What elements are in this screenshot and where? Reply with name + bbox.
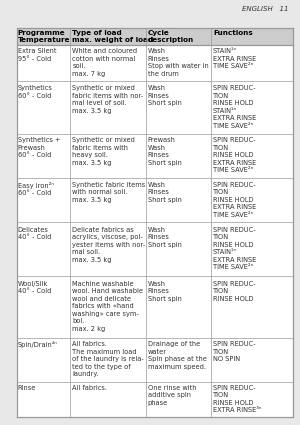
Text: SPIN REDUC-
TION
RINSE HOLD
EXTRA RINSE³ⁿ: SPIN REDUC- TION RINSE HOLD EXTRA RINSE³…: [213, 385, 262, 413]
Text: SPIN REDUC-
TION
RINSE HOLD
EXTRA RINSE
TIME SAVE²ⁿ: SPIN REDUC- TION RINSE HOLD EXTRA RINSE …: [213, 137, 256, 173]
Bar: [16, 222, 292, 276]
Text: Rinse: Rinse: [18, 385, 36, 391]
Text: Wash
Rinses
Short spin: Wash Rinses Short spin: [148, 85, 182, 106]
Text: All fabrics.
The maximum load
of the laundry is rela-
ted to the type of
laundry: All fabrics. The maximum load of the lau…: [72, 341, 144, 377]
Text: Synthetic fabric items
with normal soil.
max. 3.5 kg: Synthetic fabric items with normal soil.…: [72, 182, 146, 203]
Text: All fabrics.: All fabrics.: [72, 385, 107, 391]
Bar: [16, 28, 292, 45]
Text: Spin/Drain⁴ⁿ: Spin/Drain⁴ⁿ: [18, 341, 58, 348]
Text: Type of load
max. weight of load: Type of load max. weight of load: [72, 30, 153, 43]
Bar: [16, 81, 292, 134]
Text: Delicate fabrics as
acrylics, viscose, pol-
yester items with nor-
mal soil.
max: Delicate fabrics as acrylics, viscose, p…: [72, 227, 146, 263]
Text: ENGLISH   11: ENGLISH 11: [242, 6, 288, 12]
Text: Wash
Rinses
Stop with water in
the drum: Wash Rinses Stop with water in the drum: [148, 48, 208, 76]
Text: Functions: Functions: [213, 30, 253, 36]
Text: Wash
Rinses
Short spin: Wash Rinses Short spin: [148, 227, 182, 248]
Text: Synthetic or mixed
fabric items with
heavy soil.
max. 3.5 kg: Synthetic or mixed fabric items with hea…: [72, 137, 135, 166]
Text: Programme
Temperature: Programme Temperature: [18, 30, 70, 43]
Text: Delicates
40° - Cold: Delicates 40° - Cold: [18, 227, 51, 240]
Text: Cycle
description: Cycle description: [148, 30, 194, 43]
Text: Prewash
Wash
Rinses
Short spin: Prewash Wash Rinses Short spin: [148, 137, 182, 166]
Text: SPIN REDUC-
TION
NO SPIN: SPIN REDUC- TION NO SPIN: [213, 341, 256, 362]
Text: SPIN REDUC-
TION
RINSE HOLD
STAIN¹ⁿ
EXTRA RINSE
TIME SAVE²ⁿ: SPIN REDUC- TION RINSE HOLD STAIN¹ⁿ EXTR…: [213, 85, 256, 128]
Text: Machine washable
wool. Hand washable
wool and delicate
fabrics with «hand
washin: Machine washable wool. Hand washable woo…: [72, 280, 143, 332]
Bar: [16, 134, 292, 178]
Text: Wash
Rinses
Short spin: Wash Rinses Short spin: [148, 280, 182, 302]
Text: Easy iron²ⁿ
60° - Cold: Easy iron²ⁿ 60° - Cold: [18, 182, 54, 196]
Text: Synthetics +
Prewash
60° - Cold: Synthetics + Prewash 60° - Cold: [18, 137, 60, 159]
Bar: [16, 45, 292, 81]
Bar: [16, 337, 292, 382]
Text: STAIN¹ⁿ
EXTRA RINSE
TIME SAVE²ⁿ: STAIN¹ⁿ EXTRA RINSE TIME SAVE²ⁿ: [213, 48, 256, 69]
Text: SPIN REDUC-
TION
RINSE HOLD: SPIN REDUC- TION RINSE HOLD: [213, 280, 256, 302]
Text: Wash
Rinses
Short spin: Wash Rinses Short spin: [148, 182, 182, 203]
Text: White and coloured
cotton with normal
soil.
max. 7 kg: White and coloured cotton with normal so…: [72, 48, 137, 76]
Text: Wool/Silk
40° - Cold: Wool/Silk 40° - Cold: [18, 280, 51, 294]
Text: Synthetic or mixed
fabric items with nor-
mal level of soil.
max. 3.5 kg: Synthetic or mixed fabric items with nor…: [72, 85, 143, 113]
Text: One rinse with
additive spin
phase: One rinse with additive spin phase: [148, 385, 196, 406]
Bar: [16, 382, 292, 417]
Text: Extra Silent
95° - Cold: Extra Silent 95° - Cold: [18, 48, 56, 62]
Bar: [16, 178, 292, 222]
Text: Synthetics
60° - Cold: Synthetics 60° - Cold: [18, 85, 53, 99]
Bar: [16, 276, 292, 337]
Text: SPIN REDUC-
TION
RINSE HOLD
EXTRA RINSE
TIME SAVE²ⁿ: SPIN REDUC- TION RINSE HOLD EXTRA RINSE …: [213, 182, 256, 218]
Text: Drainage of the
water
Spin phase at the
maximum speed.: Drainage of the water Spin phase at the …: [148, 341, 207, 370]
Text: SPIN REDUC-
TION
RINSE HOLD
STAIN¹ⁿ
EXTRA RINSE
TIME SAVE²ⁿ: SPIN REDUC- TION RINSE HOLD STAIN¹ⁿ EXTR…: [213, 227, 256, 270]
